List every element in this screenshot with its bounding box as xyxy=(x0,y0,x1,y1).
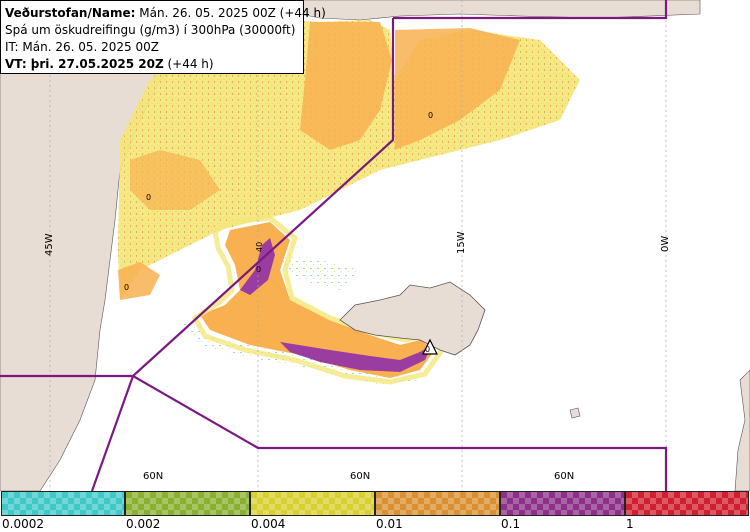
legend-swatch-red xyxy=(625,491,749,516)
legend-tick: 0.01 xyxy=(376,517,403,531)
contour-label: 0 xyxy=(256,265,261,274)
info-valid-label: VT: þri. 27.05.2025 20Z xyxy=(5,57,164,71)
ash-orange-north xyxy=(300,22,392,150)
legend-swatch-purple xyxy=(500,491,625,516)
iceland-land xyxy=(339,281,486,356)
info-line-issue-time: IT: Mán. 26. 05. 2025 00Z xyxy=(5,40,159,54)
volcano-marker-icon xyxy=(422,338,438,355)
concentration-legend: 0.0002 0.002 0.004 0.01 0.1 1 xyxy=(0,491,750,532)
ash-orange-ne xyxy=(395,28,520,150)
legend-tick: 0.0002 xyxy=(2,517,44,531)
info-issuer-value: Mán. 26. 05. 2025 00Z (+44 h) xyxy=(135,6,326,20)
legend-tick: 0.002 xyxy=(126,517,161,531)
ash-plume-purple-tail xyxy=(240,238,275,295)
legend-swatch-cyan xyxy=(1,491,125,516)
contour-label: 0 xyxy=(428,111,433,120)
legend-tick: 0.1 xyxy=(501,517,521,531)
ash-cyan-fringe-2 xyxy=(270,250,360,290)
lon-label-45w: 45W xyxy=(44,233,55,256)
graticule xyxy=(49,0,667,491)
greenland-north-coast xyxy=(299,0,701,21)
contour-label: 0 xyxy=(425,345,430,354)
legend-tick: 0.004 xyxy=(251,517,286,531)
contour-label: 0 xyxy=(124,283,129,292)
norway-coast xyxy=(734,369,750,492)
ash-orange-w xyxy=(118,262,160,300)
lat-label-60n: 60N xyxy=(554,471,575,482)
lon-label-0w: 0W xyxy=(660,235,671,252)
legend-swatch-orange xyxy=(375,491,500,516)
info-issuer-label: Veðurstofan/Name: xyxy=(5,6,136,20)
forecast-info-box: Veðurstofan/Name: Mán. 26. 05. 2025 00Z … xyxy=(0,0,326,74)
ash-plume-purple-core xyxy=(280,342,432,372)
legend-swatch-olive xyxy=(125,491,250,516)
faroe-islands xyxy=(569,407,581,419)
contour-label: 0 xyxy=(146,193,151,202)
info-valid-offset: (+44 h) xyxy=(163,57,214,71)
ash-orange-nw xyxy=(130,150,220,210)
lat-label-60n: 60N xyxy=(143,471,164,482)
lat-label-60n: 60N xyxy=(350,471,371,482)
legend-tick: 1 xyxy=(626,517,634,531)
contour-label: 40 xyxy=(255,242,264,252)
info-line-product: Spá um öskudreifingu (g/m3) í 300hPa (30… xyxy=(5,23,296,37)
lon-label-15w: 15W xyxy=(456,231,467,254)
info-line-valid-time: VT: þri. 27.05.2025 20Z (+44 h) xyxy=(5,56,299,73)
info-line-issuer: Veðurstofan/Name: Mán. 26. 05. 2025 00Z … xyxy=(5,5,326,22)
ash-plume-yellow-rim xyxy=(191,215,446,385)
legend-swatch-yellow xyxy=(250,491,375,516)
fir-boundaries xyxy=(0,0,668,492)
